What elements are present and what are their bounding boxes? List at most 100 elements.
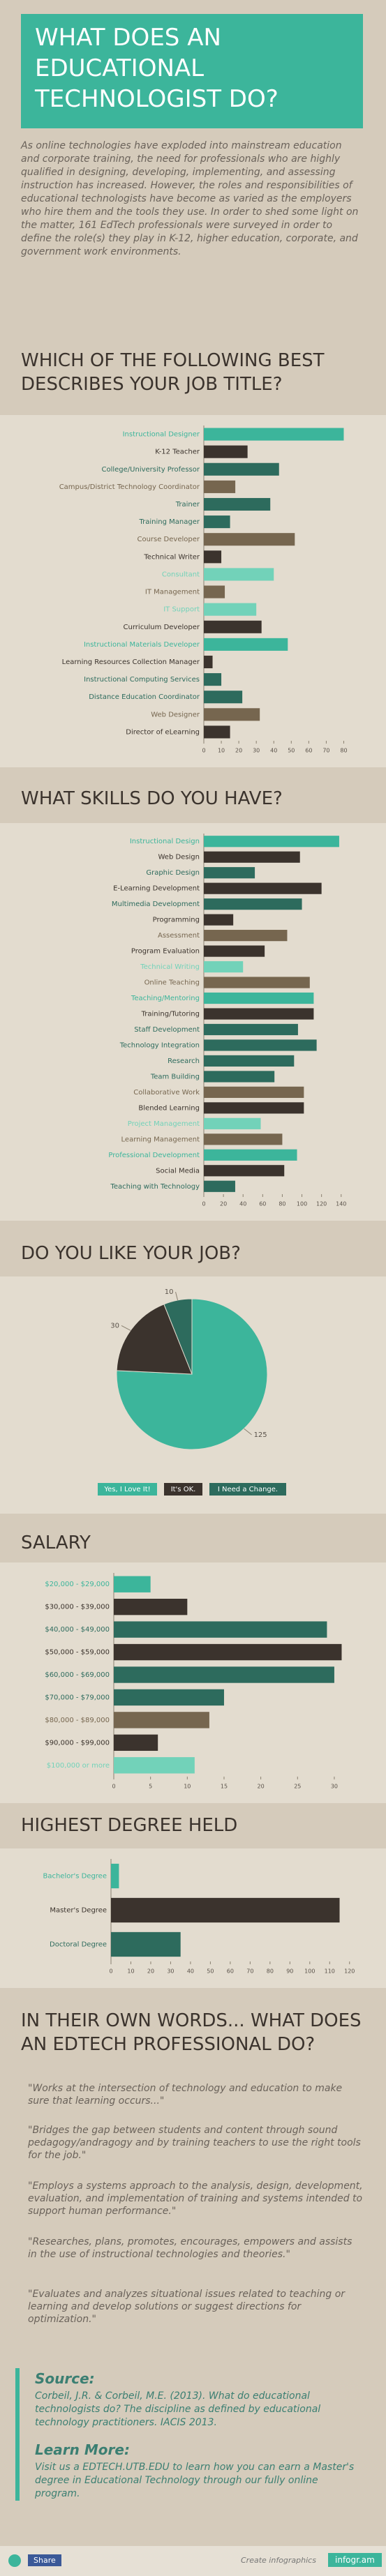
quote: "Researches, plans, promotes, encourages…: [28, 2236, 352, 2260]
x-tick-label: 5: [149, 1784, 152, 1790]
bar: [204, 1008, 314, 1020]
learn-more-heading: Learn More:: [35, 2441, 130, 2458]
bar: [204, 1023, 298, 1036]
brand-button[interactable]: infogr.am: [328, 2553, 382, 2567]
accent-bar: [15, 2368, 20, 2501]
x-tick-label: 50: [207, 1968, 214, 1975]
x-tick-label: 100: [304, 1968, 315, 1975]
bar: [204, 445, 248, 458]
bar: [204, 515, 230, 529]
section-heading: DO YOU LIKE YOUR JOB?: [21, 1243, 241, 1264]
x-tick-label: 0: [202, 1201, 205, 1207]
bar: [204, 1180, 235, 1192]
y-tick-label: Technical Writing: [140, 963, 200, 971]
y-tick-label: Teaching/Mentoring: [131, 995, 200, 1002]
y-tick-label: K-12 Teacher: [155, 449, 200, 456]
bar: [111, 1897, 340, 1923]
x-tick-label: 40: [270, 748, 277, 754]
bar: [204, 673, 222, 686]
x-tick-label: 120: [344, 1968, 355, 1975]
leader-line: [175, 1292, 179, 1301]
y-tick-label: Social Media: [156, 1167, 200, 1175]
x-tick-label: 60: [259, 1201, 266, 1207]
share-button[interactable]: Share: [28, 2554, 61, 2566]
x-tick-label: 80: [279, 1201, 285, 1207]
y-tick-label: Collaborative Work: [133, 1089, 200, 1097]
chart-panel: [0, 823, 386, 1221]
section-heading: SALARY: [21, 1532, 91, 1553]
x-tick-label: 20: [258, 1784, 265, 1790]
bar: [204, 882, 322, 894]
y-tick-label: Instructional Designer: [123, 431, 200, 439]
x-tick-label: 20: [235, 748, 242, 754]
quote: "Works at the intersection of technology…: [28, 2083, 343, 2107]
x-tick-label: 80: [267, 1968, 274, 1975]
legend-label: Yes, I Love It!: [103, 1486, 150, 1493]
bar: [204, 930, 288, 942]
quote: "Bridges the gap between students and co…: [28, 2125, 361, 2161]
bar: [204, 462, 279, 476]
legend-label: I Need a Change.: [218, 1486, 278, 1493]
y-tick-label: Project Management: [128, 1120, 200, 1128]
y-tick-label: Program Evaluation: [131, 948, 200, 956]
bar: [204, 497, 271, 511]
section-heading: WHAT SKILLS DO YOU HAVE?: [21, 788, 283, 809]
x-tick-label: 140: [336, 1201, 346, 1207]
y-tick-label: IT Support: [163, 606, 200, 614]
y-tick-label: Teaching with Technology: [110, 1183, 200, 1191]
x-tick-label: 0: [202, 748, 205, 754]
x-tick-label: 10: [218, 748, 225, 754]
bar: [204, 620, 262, 633]
y-tick-label: Trainer: [175, 501, 200, 509]
x-tick-label: 15: [221, 1784, 228, 1790]
bar: [114, 1598, 188, 1615]
y-tick-label: Training/Tutoring: [141, 1011, 200, 1018]
bar: [204, 1086, 304, 1098]
y-tick-label: $80,000 - $89,000: [45, 1717, 110, 1724]
bar: [204, 1165, 285, 1177]
logo: [8, 2554, 21, 2567]
y-tick-label: Graphic Design: [146, 869, 200, 877]
y-tick-label: Professional Development: [108, 1152, 200, 1159]
x-tick-label: 60: [305, 748, 312, 754]
data-label: 30: [110, 1322, 119, 1330]
bar: [111, 1931, 181, 1957]
x-tick-label: 0: [112, 1784, 115, 1790]
bar: [204, 691, 243, 704]
y-tick-label: College/University Professor: [102, 466, 200, 474]
footer-link[interactable]: Create infographics: [241, 2556, 316, 2565]
y-tick-label: Learning Management: [121, 1136, 200, 1143]
y-tick-label: Online Teaching: [144, 979, 200, 987]
pie-slice: [116, 1304, 193, 1375]
pie-slice: [163, 1298, 193, 1375]
bar: [114, 1666, 334, 1683]
y-tick-label: Programming: [153, 917, 200, 924]
legend-swatch: [164, 1483, 202, 1496]
legend-swatch: [209, 1483, 286, 1496]
chart: 0 10 20 30 40 50 60 70 80 90 100 110 120 Bachelor's D…: [0, 1848, 386, 1988]
section-heading: HIGHEST DEGREE HELD: [21, 1815, 238, 1836]
x-tick-label: 100: [297, 1201, 307, 1207]
y-tick-label: E-Learning Development: [113, 885, 200, 893]
page-title: WHAT DOES AN EDUCATIONAL TECHNOLOGIST DO…: [21, 14, 363, 128]
legend-swatch: [98, 1483, 157, 1496]
y-tick-label: Technology Integration: [119, 1041, 200, 1049]
bar: [204, 1117, 261, 1129]
y-tick-label: IT Management: [145, 589, 200, 596]
leader-line: [121, 1325, 131, 1331]
y-tick-label: Master's Degree: [50, 1907, 107, 1915]
y-tick-label: Blended Learning: [138, 1104, 200, 1112]
y-tick-label: Web Design: [158, 854, 200, 861]
x-tick-label: 70: [246, 1968, 253, 1975]
bar: [204, 585, 225, 598]
y-tick-label: Course Developer: [137, 536, 200, 543]
learn-more-text: Visit us a EDTECH.UTB.EDU to learn how y…: [35, 2462, 355, 2499]
y-tick-label: Instructional Computing Services: [84, 676, 200, 684]
bar: [204, 1133, 283, 1145]
chart: 0 10 20 30 40 50 60 70 80 Instructional Designer K…: [0, 415, 386, 767]
bar: [204, 725, 230, 739]
bar: [204, 992, 314, 1004]
x-tick-label: 20: [147, 1968, 154, 1975]
y-tick-label: Campus/District Technology Coordinator: [59, 483, 200, 491]
bar: [204, 1055, 295, 1067]
